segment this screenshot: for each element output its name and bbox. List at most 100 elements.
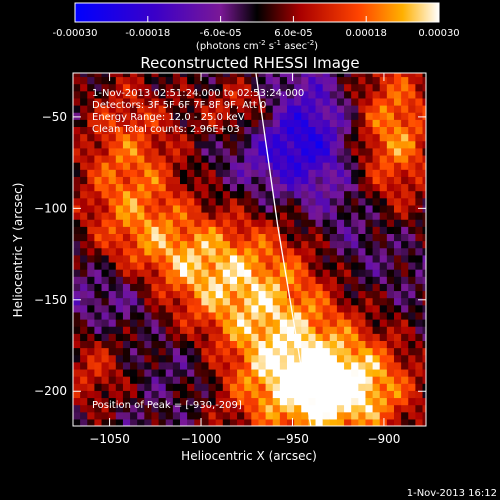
heatmap-cell <box>415 354 424 363</box>
heatmap-cell <box>87 190 95 199</box>
heatmap-cell <box>301 226 309 234</box>
heatmap-cell <box>87 283 95 292</box>
heatmap-cell <box>344 83 352 92</box>
heatmap-cell <box>372 247 381 256</box>
heatmap-cell <box>279 418 288 426</box>
heatmap-cell <box>372 390 381 399</box>
heatmap-cell <box>265 404 274 413</box>
heatmap-cell <box>272 126 281 135</box>
heatmap-cell <box>244 411 252 420</box>
heatmap-cell <box>94 283 103 292</box>
heatmap-cell <box>180 197 188 206</box>
heatmap-cell <box>401 411 409 420</box>
annotation-block: 1-Nov-2013 02:51:24.000 to 02:53:24.000 … <box>92 88 304 135</box>
heatmap-cell <box>201 283 210 292</box>
heatmap-cell <box>408 297 416 306</box>
heatmap-cell <box>258 297 267 306</box>
heatmap-cell <box>144 105 153 113</box>
heatmap-cell <box>94 240 103 249</box>
heatmap-cell <box>172 233 181 242</box>
heatmap-cell <box>137 290 145 299</box>
heatmap-cell <box>115 105 124 113</box>
heatmap-cell <box>187 240 195 249</box>
heatmap-cell <box>294 90 302 99</box>
heatmap-cell <box>208 97 217 106</box>
heatmap-cell <box>222 126 231 135</box>
heatmap-cell <box>73 183 81 192</box>
heatmap-cell <box>222 183 231 192</box>
heatmap-cell <box>130 404 138 413</box>
chart-title: Reconstructed RHESSI Image <box>140 54 359 72</box>
heatmap-cell <box>94 361 103 370</box>
heatmap-cell <box>94 269 103 277</box>
heatmap-cell <box>401 119 409 127</box>
heatmap-cell <box>80 319 88 327</box>
heatmap-cell <box>308 219 317 227</box>
heatmap-cell <box>294 112 302 120</box>
heatmap-cell <box>108 183 117 192</box>
heatmap-cell <box>201 119 210 127</box>
heatmap-cell <box>237 212 245 220</box>
heatmap-cell <box>265 97 274 106</box>
heatmap-cell <box>130 112 138 120</box>
heatmap-cell <box>187 361 195 370</box>
heatmap-cell <box>208 162 217 170</box>
heatmap-cell <box>258 290 267 299</box>
heatmap-cell <box>286 126 295 135</box>
heatmap-cell <box>372 240 381 249</box>
heatmap-cell <box>208 76 217 85</box>
y-tick-label: −50 <box>42 110 67 124</box>
heatmap-cell <box>265 226 274 234</box>
heatmap-cell <box>158 304 167 313</box>
heatmap-cell <box>401 261 409 270</box>
heatmap-cell <box>279 133 288 142</box>
heatmap-cell <box>408 83 416 92</box>
heatmap-cell <box>122 90 131 99</box>
heatmap-cell <box>286 119 295 127</box>
heatmap-cell <box>137 73 145 78</box>
heatmap-cell <box>94 140 103 149</box>
heatmap-cell <box>180 354 188 363</box>
heatmap-cell <box>322 147 331 156</box>
heatmap-cell <box>158 147 167 156</box>
heatmap-cell <box>222 261 231 270</box>
heatmap-cell <box>258 176 267 185</box>
heatmap-cell <box>122 283 131 292</box>
heatmap-cell <box>215 76 224 85</box>
heatmap-cell <box>73 76 81 85</box>
heatmap-cell <box>322 219 331 227</box>
heatmap-cell <box>422 169 426 177</box>
heatmap-cell <box>344 97 352 106</box>
heatmap-cell <box>258 169 267 177</box>
heatmap-cell <box>351 169 359 177</box>
heatmap-cell <box>215 347 224 356</box>
heatmap-cell <box>315 119 324 127</box>
heatmap-cell <box>286 105 295 113</box>
heatmap-cell <box>101 226 110 234</box>
heatmap-cell <box>401 169 409 177</box>
heatmap-cell <box>308 73 317 78</box>
heatmap-cell <box>229 126 238 135</box>
heatmap-cell <box>130 319 138 327</box>
heatmap-cell <box>137 83 145 92</box>
heatmap-cell <box>101 254 110 263</box>
heatmap-cell <box>244 83 252 92</box>
heatmap-cell <box>222 219 231 227</box>
heatmap-cell <box>379 297 388 306</box>
heatmap-cell <box>401 276 409 284</box>
heatmap-cell <box>87 90 95 99</box>
heatmap-cell <box>286 204 295 213</box>
heatmap-cell <box>215 190 224 199</box>
heatmap-cell <box>201 376 210 384</box>
heatmap-cell <box>422 97 426 106</box>
heatmap-cell <box>294 169 302 177</box>
heatmap-cell <box>379 276 388 284</box>
heatmap-cell <box>265 73 274 78</box>
heatmap-cell <box>172 361 181 370</box>
heatmap-cell <box>415 340 424 349</box>
heatmap-cell <box>401 73 409 78</box>
heatmap-cell <box>351 404 359 413</box>
heatmap-cell <box>87 254 95 263</box>
heatmap-cell <box>194 212 202 220</box>
heatmap-cell <box>115 147 124 156</box>
